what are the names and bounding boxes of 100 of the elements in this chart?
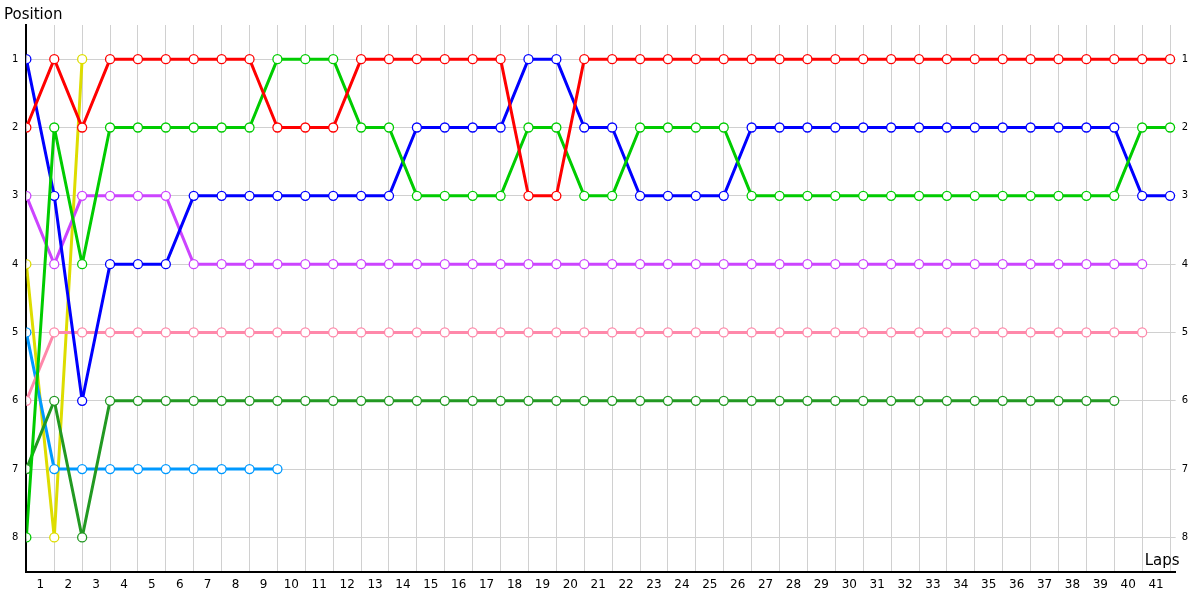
x-tick-label: 39 — [1092, 576, 1108, 591]
point — [579, 327, 590, 338]
point — [495, 54, 506, 65]
point — [746, 395, 757, 406]
point — [634, 54, 646, 65]
point — [969, 395, 980, 406]
x-tick-label: 35 — [981, 576, 997, 591]
point — [830, 395, 841, 406]
point — [77, 122, 88, 133]
point — [328, 395, 339, 406]
point — [188, 327, 199, 338]
x-tick-label: 27 — [757, 576, 774, 591]
point — [1081, 327, 1092, 338]
x-tick-label: 5 — [148, 576, 156, 591]
point — [132, 54, 144, 65]
point — [885, 395, 897, 406]
point — [634, 190, 646, 201]
point — [132, 190, 144, 201]
x-tick-label: 28 — [785, 576, 802, 591]
point — [104, 395, 116, 406]
point — [272, 258, 283, 270]
x-tick-label: 32 — [897, 576, 913, 591]
point — [439, 190, 450, 201]
x-tick-label: 7 — [203, 576, 212, 591]
point — [188, 258, 199, 270]
point — [1109, 258, 1120, 270]
x-tick-label: 13 — [367, 576, 383, 591]
point — [160, 463, 171, 475]
point — [300, 190, 311, 201]
point — [383, 395, 395, 406]
point — [997, 395, 1008, 406]
point — [607, 395, 618, 406]
point — [355, 327, 367, 338]
point — [551, 122, 562, 133]
point — [941, 327, 953, 338]
point — [662, 54, 674, 65]
point — [1053, 54, 1064, 65]
point — [355, 258, 367, 270]
point — [1137, 327, 1148, 338]
point — [634, 258, 646, 270]
point — [1137, 122, 1148, 133]
point — [160, 190, 171, 201]
point — [355, 395, 367, 406]
y-tick-label: 1 — [11, 52, 19, 64]
point — [551, 54, 562, 65]
point — [77, 54, 88, 65]
point — [774, 327, 785, 338]
point — [802, 190, 813, 201]
point — [913, 395, 925, 406]
point — [188, 54, 199, 65]
point — [132, 327, 144, 338]
point — [718, 122, 729, 133]
point — [858, 122, 869, 133]
point — [132, 122, 144, 133]
y-tick-label: 3 — [11, 189, 19, 201]
point — [244, 122, 255, 133]
point — [411, 190, 423, 201]
point — [1137, 190, 1148, 201]
point — [216, 122, 227, 133]
point — [104, 258, 116, 270]
point — [774, 258, 785, 270]
point — [802, 258, 813, 270]
point — [77, 327, 88, 338]
point — [802, 122, 813, 133]
x-tick-label: 12 — [339, 576, 355, 591]
point — [467, 122, 478, 133]
point — [216, 190, 227, 201]
point — [411, 327, 423, 338]
x-tick-label: 3 — [92, 576, 100, 591]
x-tick-label: 14 — [395, 576, 411, 591]
point — [1081, 190, 1092, 201]
point — [718, 190, 729, 201]
point — [802, 54, 813, 65]
point — [690, 395, 701, 406]
point — [746, 190, 757, 201]
point — [969, 54, 980, 65]
point — [495, 122, 506, 133]
point — [969, 327, 980, 338]
point — [523, 54, 534, 65]
x-tick-label: 1 — [36, 576, 45, 591]
point — [523, 190, 534, 201]
point — [941, 54, 953, 65]
point — [132, 258, 144, 270]
point — [411, 258, 423, 270]
point — [1025, 258, 1036, 270]
point — [495, 395, 506, 406]
point — [830, 327, 841, 338]
point — [188, 395, 199, 406]
point — [216, 395, 227, 406]
point — [1164, 54, 1176, 65]
point — [411, 54, 423, 65]
point — [49, 327, 60, 338]
point — [607, 122, 618, 133]
point — [104, 463, 116, 475]
point — [272, 122, 283, 133]
point — [355, 122, 367, 133]
point — [774, 54, 785, 65]
point — [634, 327, 646, 338]
point — [1053, 327, 1064, 338]
point — [160, 258, 171, 270]
